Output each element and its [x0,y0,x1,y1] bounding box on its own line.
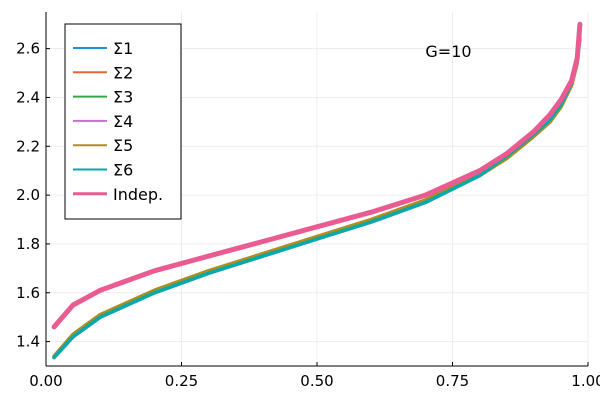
tick-labels: 0.00 0.25 0.50 0.75 1.00 1.4 1.6 1.8 2.0 2.2 2.4 2.… [16,40,600,390]
legend-label: Σ6 [113,161,133,180]
legend-label: Σ4 [113,112,133,131]
y-tick-label: 1.8 [16,235,40,253]
legend-label: Σ5 [113,136,133,155]
x-tick-label: 0.75 [436,372,469,390]
y-tick-label: 2.4 [16,88,40,106]
legend-label: Σ1 [113,39,133,58]
y-tick-label: 2.0 [16,186,40,204]
axes [45,12,589,367]
x-tick-label: 0.00 [29,372,62,390]
legend-label: Indep. [113,185,163,204]
x-tick-label: 0.50 [300,372,333,390]
series-lines [51,21,583,360]
y-tick-label: 2.2 [16,137,40,155]
legend-label: Σ2 [113,63,133,82]
y-tick-label: 2.6 [16,40,40,58]
legend-label: Σ3 [113,88,133,107]
x-tick-label: 1.00 [571,372,600,390]
y-tick-label: 1.6 [16,284,40,302]
annotation-label: G=10 [425,42,471,61]
series-line-Indep. [51,21,583,330]
legend: Σ1 Σ2 Σ3 Σ4 Σ5 Σ6 Indep. [64,23,182,220]
x-tick-label: 0.25 [165,372,198,390]
y-tick-label: 1.4 [16,333,40,351]
